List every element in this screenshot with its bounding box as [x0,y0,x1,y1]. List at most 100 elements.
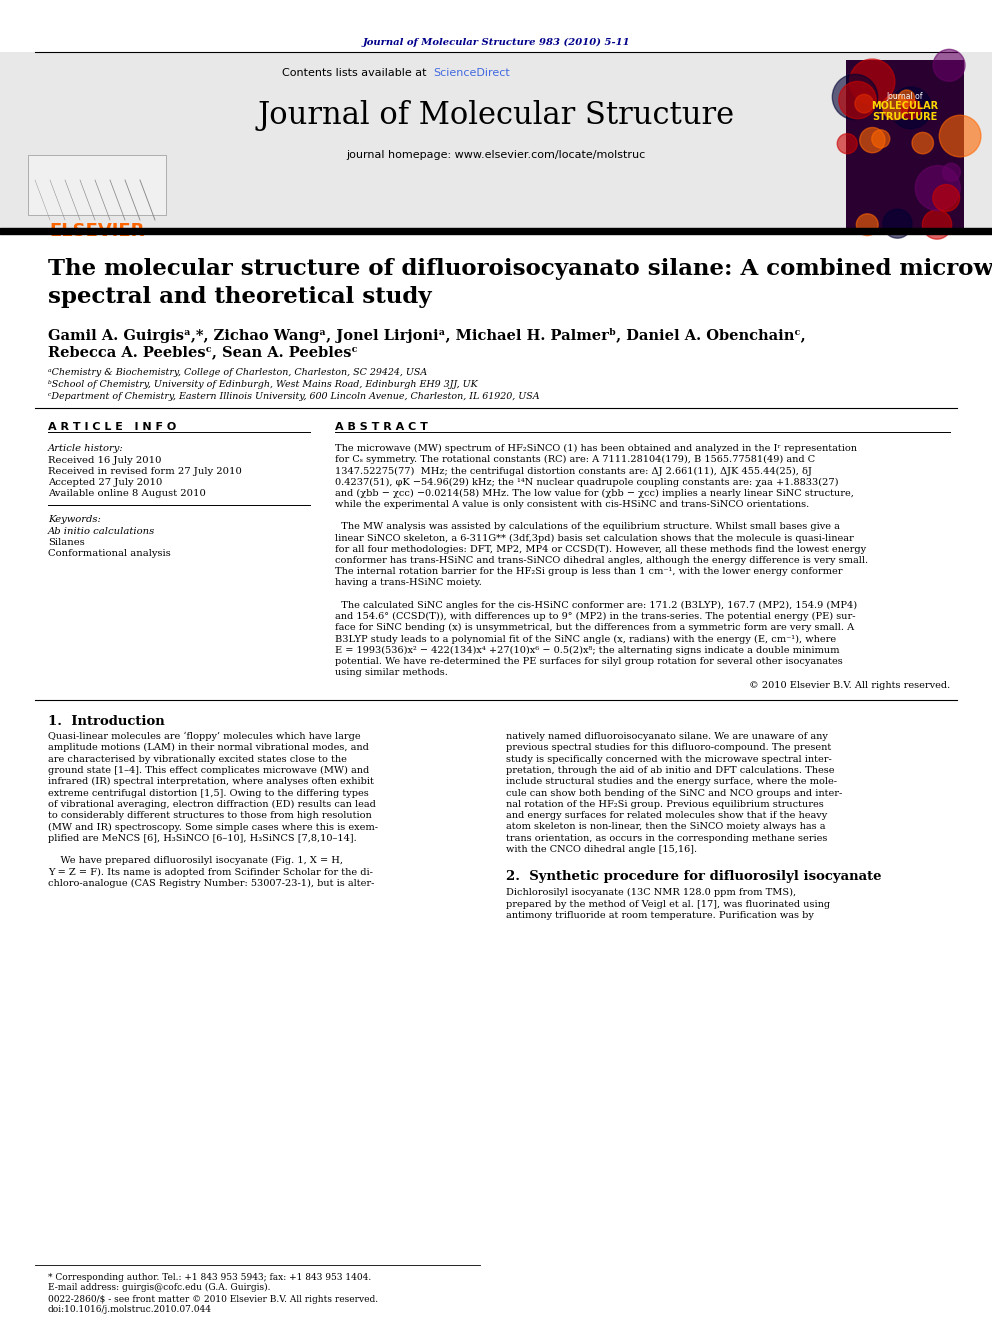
Text: B3LYP study leads to a polynomial fit of the SiNC angle (x, radians) with the en: B3LYP study leads to a polynomial fit of… [335,635,836,643]
Text: prepared by the method of Veigl et al. [17], was fluorinated using: prepared by the method of Veigl et al. [… [506,900,830,909]
Text: Journal of Molecular Structure 983 (2010) 5-11: Journal of Molecular Structure 983 (2010… [362,38,630,48]
Text: Ab initio calculations: Ab initio calculations [48,527,156,536]
Text: and 154.6° (CCSD(T)), with differences up to 9° (MP2) in the trans-series. The p: and 154.6° (CCSD(T)), with differences u… [335,613,855,620]
Text: conformer has trans-HSiNC and trans-SiNCO dihedral angles, although the energy d: conformer has trans-HSiNC and trans-SiNC… [335,556,868,565]
Text: The internal rotation barrier for the HF₂Si group is less than 1 cm⁻¹, with the : The internal rotation barrier for the HF… [335,568,842,577]
Text: and (χbb − χcc) −0.0214(58) MHz. The low value for (χbb − χcc) implies a nearly : and (χbb − χcc) −0.0214(58) MHz. The low… [335,488,854,497]
Circle shape [839,82,876,119]
Text: ground state [1–4]. This effect complicates microwave (MW) and: ground state [1–4]. This effect complica… [48,766,369,775]
Text: Dichlorosilyl isocyanate (13C NMR 128.0 ppm from TMS),: Dichlorosilyl isocyanate (13C NMR 128.0 … [506,888,797,897]
Circle shape [832,74,878,119]
Text: 1.  Introduction: 1. Introduction [48,714,165,728]
Text: using similar methods.: using similar methods. [335,668,447,677]
Text: chloro-analogue (CAS Registry Number: 53007-23-1), but is alter-: chloro-analogue (CAS Registry Number: 53… [48,878,374,888]
Circle shape [901,99,921,119]
Bar [846,60,964,228]
Circle shape [899,90,915,106]
Text: extreme centrifugal distortion [1,5]. Owing to the differing types: extreme centrifugal distortion [1,5]. Ow… [48,789,369,798]
Text: to considerably different structures to those from high resolution: to considerably different structures to … [48,811,372,820]
Text: and energy surfaces for related molecules show that if the heavy: and energy surfaces for related molecule… [506,811,827,820]
Text: MOLECULAR: MOLECULAR [871,101,938,111]
Text: nal rotation of the HF₂Si group. Previous equilibrium structures: nal rotation of the HF₂Si group. Previou… [506,800,823,808]
Text: A R T I C L E   I N F O: A R T I C L E I N F O [48,422,177,433]
Circle shape [860,127,885,152]
Text: STRUCTURE: STRUCTURE [872,112,937,122]
Text: with the CNCO dihedral angle [15,16].: with the CNCO dihedral angle [15,16]. [506,845,697,855]
Circle shape [890,87,931,128]
Text: ᵃChemistry & Biochemistry, College of Charleston, Charleston, SC 29424, USA: ᵃChemistry & Biochemistry, College of Ch… [48,368,428,377]
Text: A B S T R A C T: A B S T R A C T [335,422,428,433]
Text: 0.4237(51), φK −54.96(29) kHz; the ¹⁴N nuclear quadrupole coupling constants are: 0.4237(51), φK −54.96(29) kHz; the ¹⁴N n… [335,478,838,487]
Text: We have prepared difluorosilyl isocyanate (Fig. 1, X = H,: We have prepared difluorosilyl isocyanat… [48,856,343,865]
Circle shape [916,165,960,210]
Text: Article history:: Article history: [48,445,124,452]
Bar [0,52,992,228]
Text: Journal of Molecular Structure: Journal of Molecular Structure [258,101,734,131]
Circle shape [939,115,981,157]
Circle shape [849,60,895,105]
Text: plified are MeNCS [6], H₃SiNCO [6–10], H₃SiNCS [7,8,10–14].: plified are MeNCS [6], H₃SiNCO [6–10], H… [48,833,357,843]
Text: potential. We have re-determined the PE surfaces for silyl group rotation for se: potential. We have re-determined the PE … [335,656,843,665]
Text: journal homepage: www.elsevier.com/locate/molstruc: journal homepage: www.elsevier.com/locat… [346,149,646,160]
Text: Gamil A. Guirgisᵃ,*, Zichao Wangᵃ, Jonel Lirjoniᵃ, Michael H. Palmerᵇ, Daniel A.: Gamil A. Guirgisᵃ,*, Zichao Wangᵃ, Jonel… [48,328,806,343]
Text: Available online 8 August 2010: Available online 8 August 2010 [48,490,206,497]
Text: The calculated SiNC angles for the cis-HSiNC conformer are: 171.2 (B3LYP), 167.7: The calculated SiNC angles for the cis-H… [335,601,857,610]
Text: include structural studies and the energy surface, where the mole-: include structural studies and the energ… [506,777,837,786]
Text: E-mail address: guirgis@cofc.edu (G.A. Guirgis).: E-mail address: guirgis@cofc.edu (G.A. G… [48,1283,271,1293]
Circle shape [942,163,960,181]
Text: ᶜDepartment of Chemistry, Eastern Illinois University, 600 Lincoln Avenue, Charl: ᶜDepartment of Chemistry, Eastern Illino… [48,392,540,401]
Text: Journal of: Journal of [887,93,924,101]
Text: study is specifically concerned with the microwave spectral inter-: study is specifically concerned with the… [506,754,831,763]
Text: 0022-2860/$ - see front matter © 2010 Elsevier B.V. All rights reserved.: 0022-2860/$ - see front matter © 2010 El… [48,1295,378,1304]
Text: Contents lists available at: Contents lists available at [282,67,430,78]
Text: ScienceDirect: ScienceDirect [433,67,510,78]
Text: atom skeleton is non-linear, then the SiNCO moiety always has a: atom skeleton is non-linear, then the Si… [506,823,825,831]
Text: are characterised by vibrationally excited states close to the: are characterised by vibrationally excit… [48,754,347,763]
Text: E = 1993(536)x² − 422(134)x⁴ +27(10)x⁶ − 0.5(2)x⁸; the alternating signs indicat: E = 1993(536)x² − 422(134)x⁴ +27(10)x⁶ −… [335,646,839,655]
Text: © 2010 Elsevier B.V. All rights reserved.: © 2010 Elsevier B.V. All rights reserved… [749,681,950,691]
Text: 2.  Synthetic procedure for difluorosilyl isocyanate: 2. Synthetic procedure for difluorosilyl… [506,871,882,884]
Text: Conformational analysis: Conformational analysis [48,549,171,558]
Text: Y = Z = F). Its name is adopted from Scifinder Scholar for the di-: Y = Z = F). Its name is adopted from Sci… [48,868,373,877]
Circle shape [856,214,878,235]
Circle shape [883,209,912,238]
Text: face for SiNC bending (x) is unsymmetrical, but the differences from a symmetric: face for SiNC bending (x) is unsymmetric… [335,623,854,632]
Text: previous spectral studies for this difluoro-compound. The present: previous spectral studies for this diflu… [506,744,831,753]
Text: Keywords:: Keywords: [48,515,101,524]
Text: natively named difluoroisocyanato silane. We are unaware of any: natively named difluoroisocyanato silane… [506,732,828,741]
Text: The microwave (MW) spectrum of HF₂SiNCO (1) has been obtained and analyzed in th: The microwave (MW) spectrum of HF₂SiNCO … [335,445,857,452]
Text: The MW analysis was assisted by calculations of the equilibrium structure. Whils: The MW analysis was assisted by calculat… [335,523,840,532]
Circle shape [912,132,933,153]
Text: doi:10.1016/j.molstruc.2010.07.044: doi:10.1016/j.molstruc.2010.07.044 [48,1304,212,1314]
Circle shape [872,130,890,148]
Text: trans orientation, as occurs in the corresponding methane series: trans orientation, as occurs in the corr… [506,833,827,843]
Text: (MW and IR) spectroscopy. Some simple cases where this is exem-: (MW and IR) spectroscopy. Some simple ca… [48,823,378,832]
Text: Received 16 July 2010: Received 16 July 2010 [48,456,162,464]
Circle shape [923,210,951,239]
Text: while the experimental A value is only consistent with cis-HSiNC and trans-SiNCO: while the experimental A value is only c… [335,500,809,509]
Text: for all four methodologies: DFT, MP2, MP4 or CCSD(T). However, all these methods: for all four methodologies: DFT, MP2, MP… [335,545,866,554]
Text: ELSEVIER: ELSEVIER [50,222,145,239]
Text: having a trans-HSiNC moiety.: having a trans-HSiNC moiety. [335,578,482,587]
Text: infrared (IR) spectral interpretation, where analyses often exhibit: infrared (IR) spectral interpretation, w… [48,777,374,786]
Text: Quasi-linear molecules are ‘floppy’ molecules which have large: Quasi-linear molecules are ‘floppy’ mole… [48,732,361,741]
Text: pretation, through the aid of ab initio and DFT calculations. These: pretation, through the aid of ab initio … [506,766,834,775]
Text: for Cₛ symmetry. The rotational constants (RC) are: A 7111.28104(179), B 1565.77: for Cₛ symmetry. The rotational constant… [335,455,815,464]
Text: Accepted 27 July 2010: Accepted 27 July 2010 [48,478,163,487]
Text: Received in revised form 27 July 2010: Received in revised form 27 July 2010 [48,467,242,476]
Text: Silanes: Silanes [48,538,84,546]
Text: The molecular structure of difluoroisocyanato silane: A combined microwave
spect: The molecular structure of difluoroisocy… [48,258,992,308]
Text: 1347.52275(77)  MHz; the centrifugal distortion constants are: ΔJ 2.661(11), ΔJK: 1347.52275(77) MHz; the centrifugal dist… [335,467,811,475]
Circle shape [933,49,965,81]
Circle shape [883,94,908,119]
Circle shape [837,134,857,153]
Text: of vibrational averaging, electron diffraction (ED) results can lead: of vibrational averaging, electron diffr… [48,800,376,808]
Circle shape [932,184,959,212]
Text: * Corresponding author. Tel.: +1 843 953 5943; fax: +1 843 953 1404.: * Corresponding author. Tel.: +1 843 953… [48,1273,371,1282]
Text: ᵇSchool of Chemistry, University of Edinburgh, West Mains Road, Edinburgh EH9 3J: ᵇSchool of Chemistry, University of Edin… [48,380,478,389]
Circle shape [855,94,874,112]
Text: Rebecca A. Peeblesᶜ, Sean A. Peeblesᶜ: Rebecca A. Peeblesᶜ, Sean A. Peeblesᶜ [48,345,358,359]
Text: antimony trifluoride at room temperature. Purification was by: antimony trifluoride at room temperature… [506,912,813,919]
Text: amplitude motions (LAM) in their normal vibrational modes, and: amplitude motions (LAM) in their normal … [48,744,369,753]
Text: cule can show both bending of the SiNC and NCO groups and inter-: cule can show both bending of the SiNC a… [506,789,842,798]
